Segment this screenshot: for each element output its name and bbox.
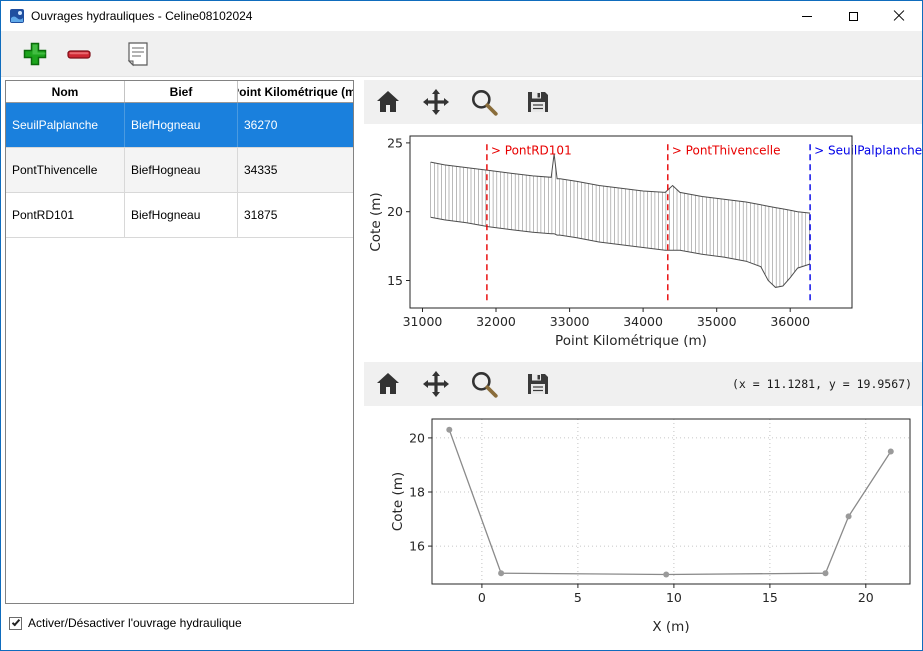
close-button[interactable] bbox=[876, 1, 922, 31]
profile-plot-block: > PontRD101 > PontThivencelle > SeuilPalpl… bbox=[364, 80, 922, 352]
pan-icon bbox=[423, 89, 449, 115]
svg-text:34000: 34000 bbox=[623, 314, 663, 329]
coordinates-readout: (x = 11.1281, y = 19.9567) bbox=[731, 377, 912, 391]
table-cell-nom[interactable]: PontRD101 bbox=[6, 193, 125, 237]
table-cell-bief[interactable]: BiefHogneau bbox=[125, 193, 238, 237]
svg-text:Point Kilométrique (m): Point Kilométrique (m) bbox=[555, 333, 707, 349]
maximize-button[interactable] bbox=[830, 1, 876, 31]
title-bar: Ouvrages hydrauliques - Celine08102024 bbox=[1, 1, 922, 31]
pan-button[interactable] bbox=[420, 368, 452, 400]
svg-text:31000: 31000 bbox=[403, 314, 443, 329]
structures-table: Nom Bief Point Kilométrique (m) SeuilPal… bbox=[5, 80, 354, 604]
svg-text:15: 15 bbox=[387, 273, 403, 288]
table-cell-bief[interactable]: BiefHogneau bbox=[125, 103, 238, 147]
column-header-nom[interactable]: Nom bbox=[6, 81, 125, 102]
table-row[interactable]: PontRD101 BiefHogneau 31875 bbox=[6, 193, 353, 238]
plots-panel: > PontRD101 > PontThivencelle > SeuilPalpl… bbox=[364, 80, 922, 650]
svg-text:20: 20 bbox=[409, 430, 425, 445]
activate-structure-row: Activer/Désactiver l'ouvrage hydraulique bbox=[9, 616, 242, 630]
table-body: SeuilPalplanche BiefHogneau 36270 PontThive… bbox=[6, 103, 353, 238]
table-cell-bief[interactable]: BiefHogneau bbox=[125, 148, 238, 192]
plus-icon bbox=[23, 42, 47, 65]
svg-text:> PontThivencelle: > PontThivencelle bbox=[672, 143, 781, 157]
column-header-pk[interactable]: Point Kilométrique (m) bbox=[238, 84, 353, 99]
pan-icon bbox=[423, 371, 449, 397]
main-toolbar bbox=[1, 31, 922, 77]
activate-structure-checkbox[interactable] bbox=[9, 616, 22, 630]
table-cell-pk[interactable]: 31875 bbox=[244, 208, 278, 222]
svg-text:36000: 36000 bbox=[770, 314, 810, 329]
svg-text:Cote (m): Cote (m) bbox=[390, 472, 406, 531]
home-button[interactable] bbox=[372, 368, 404, 400]
zoom-icon bbox=[472, 90, 498, 116]
zoom-button[interactable] bbox=[468, 86, 500, 118]
zoom-button[interactable] bbox=[468, 368, 500, 400]
structures-panel: Nom Bief Point Kilométrique (m) SeuilPal… bbox=[5, 80, 358, 650]
save-icon bbox=[528, 374, 548, 394]
minus-icon bbox=[67, 49, 91, 59]
svg-text:10: 10 bbox=[666, 590, 682, 605]
save-icon bbox=[528, 92, 548, 112]
profile-chart-canvas[interactable]: > PontRD101 > PontThivencelle > SeuilPalpl… bbox=[364, 124, 922, 352]
edit-notes-button[interactable] bbox=[121, 38, 153, 70]
checkmark-icon bbox=[11, 617, 21, 626]
save-figure-button[interactable] bbox=[522, 368, 554, 400]
svg-text:33000: 33000 bbox=[550, 314, 590, 329]
svg-text:15: 15 bbox=[762, 590, 778, 605]
pan-button[interactable] bbox=[420, 86, 452, 118]
notes-icon bbox=[127, 41, 148, 66]
remove-structure-button[interactable] bbox=[63, 38, 95, 70]
table-cell-nom[interactable]: SeuilPalplanche bbox=[6, 103, 125, 147]
table-cell-nom[interactable]: PontThivencelle bbox=[6, 148, 125, 192]
svg-text:X (m): X (m) bbox=[652, 619, 689, 635]
svg-text:35000: 35000 bbox=[697, 314, 737, 329]
svg-text:32000: 32000 bbox=[476, 314, 516, 329]
home-button[interactable] bbox=[372, 86, 404, 118]
window-controls bbox=[784, 1, 922, 31]
zoom-icon bbox=[472, 372, 498, 398]
add-structure-button[interactable] bbox=[19, 38, 51, 70]
svg-text:25: 25 bbox=[387, 135, 403, 150]
table-header: Nom Bief Point Kilométrique (m) bbox=[6, 81, 353, 103]
close-icon bbox=[893, 10, 905, 22]
minimize-icon bbox=[802, 15, 812, 17]
window-title: Ouvrages hydrauliques - Celine08102024 bbox=[31, 9, 253, 23]
table-cell-pk[interactable]: 34335 bbox=[244, 163, 278, 177]
plots-gap bbox=[364, 352, 922, 362]
cross-section-chart-canvas[interactable]: 0 5 10 15 20 16 18 20 X (m) Cote (m) bbox=[364, 406, 922, 638]
column-header-bief[interactable]: Bief bbox=[125, 81, 238, 102]
cross-section-plot-toolbar: (x = 11.1281, y = 19.9567) bbox=[364, 362, 922, 406]
activate-structure-label: Activer/Désactiver l'ouvrage hydraulique bbox=[28, 616, 242, 630]
maximize-icon bbox=[848, 11, 858, 21]
svg-text:16: 16 bbox=[409, 539, 425, 554]
svg-text:20: 20 bbox=[858, 590, 874, 605]
svg-text:Cote (m): Cote (m) bbox=[368, 192, 384, 251]
profile-plot-toolbar bbox=[364, 80, 922, 124]
save-figure-button[interactable] bbox=[522, 86, 554, 118]
app-icon bbox=[10, 9, 24, 23]
svg-text:0: 0 bbox=[478, 590, 486, 605]
table-row[interactable]: PontThivencelle BiefHogneau 34335 bbox=[6, 148, 353, 193]
content-area: Nom Bief Point Kilométrique (m) SeuilPal… bbox=[1, 77, 922, 650]
table-cell-pk[interactable]: 36270 bbox=[244, 118, 278, 132]
svg-text:> PontRD101: > PontRD101 bbox=[491, 143, 572, 157]
home-icon bbox=[377, 373, 399, 394]
minimize-button[interactable] bbox=[784, 1, 830, 31]
svg-text:5: 5 bbox=[574, 590, 582, 605]
cross-section-plot-block: (x = 11.1281, y = 19.9567) 0 5 10 15 20 16 18 2… bbox=[364, 362, 922, 638]
svg-text:20: 20 bbox=[387, 204, 403, 219]
home-icon bbox=[377, 91, 399, 112]
table-row[interactable]: SeuilPalplanche BiefHogneau 36270 bbox=[6, 103, 353, 148]
svg-text:18: 18 bbox=[409, 485, 425, 500]
svg-text:> SeuilPalplanche: > SeuilPalplanche bbox=[814, 143, 922, 157]
